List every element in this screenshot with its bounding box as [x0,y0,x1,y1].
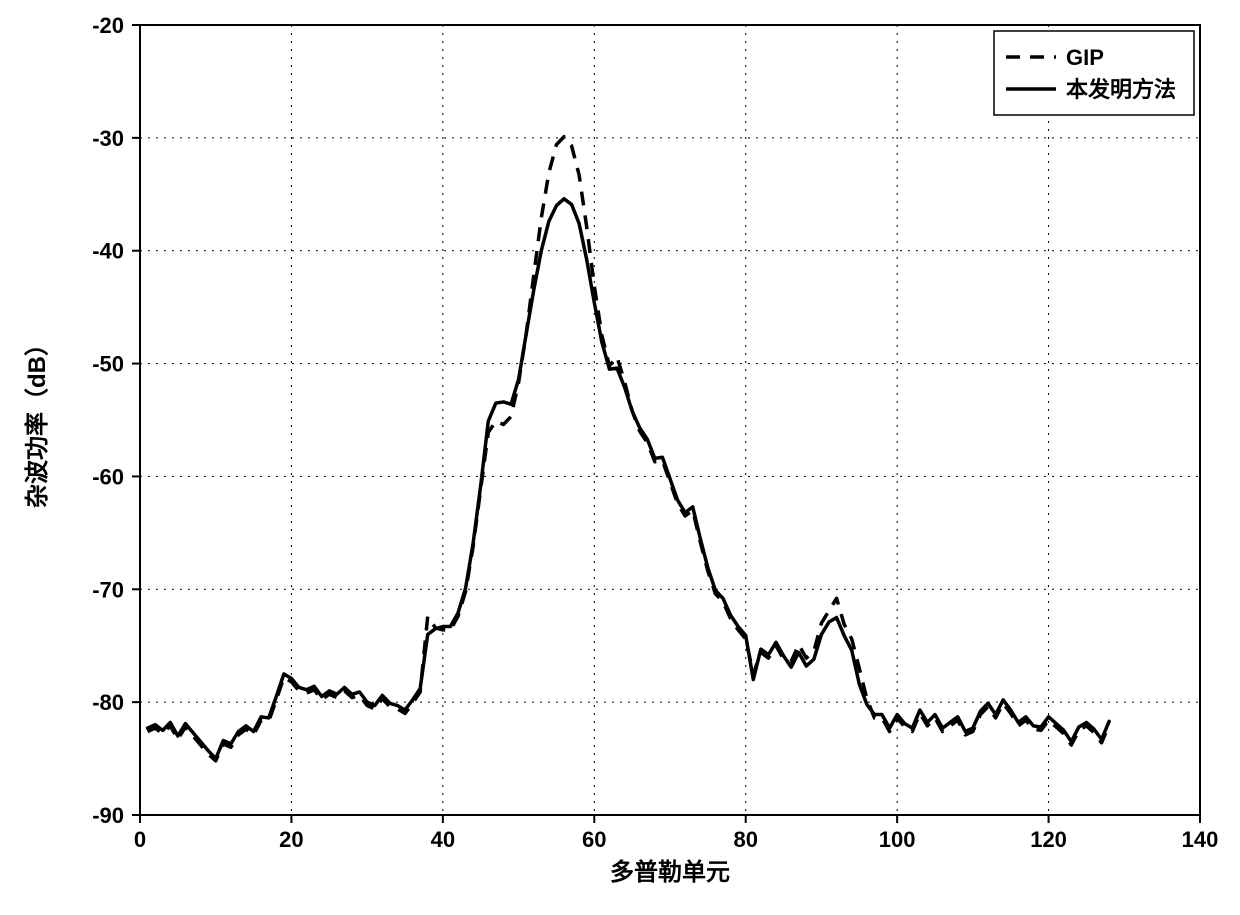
ytick-label: -50 [92,352,124,377]
xtick-label: 40 [431,827,455,852]
xtick-label: 20 [279,827,303,852]
y-axis-label: 杂波功率（dB） [23,332,51,508]
ytick-label: -20 [92,13,124,38]
ytick-label: -90 [92,803,124,828]
ytick-label: -40 [92,239,124,264]
legend: GIP 本发明方法 [994,31,1194,115]
ytick-label: -30 [92,126,124,151]
xtick-label: 120 [1030,827,1067,852]
x-axis-label: 多普勒单元 [610,858,730,886]
legend-label: GIP [1066,45,1104,70]
legend-label: 本发明方法 [1066,77,1176,102]
legend-box [994,31,1194,115]
xtick-label: 80 [733,827,757,852]
ytick-label: -70 [92,577,124,602]
ytick-label: -80 [92,690,124,715]
xtick-label: 0 [134,827,146,852]
chart-container: 0 20 40 60 80 100 120 140 -90 -80 -70 -60 -50 -40 -30 -… [0,0,1240,915]
xtick-label: 140 [1182,827,1219,852]
chart-svg: 0 20 40 60 80 100 120 140 -90 -80 -70 -60 -50 -40 -30 -… [0,0,1240,915]
xtick-label: 60 [582,827,606,852]
ytick-label: -60 [92,464,124,489]
xtick-label: 100 [879,827,916,852]
chart-bg [0,0,1240,915]
